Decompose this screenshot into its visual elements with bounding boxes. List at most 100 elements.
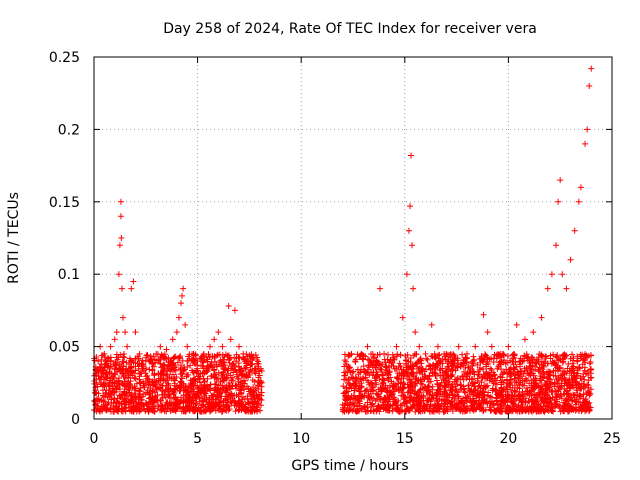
band-point [206, 354, 213, 361]
data-point [403, 271, 410, 278]
data-point [393, 343, 400, 350]
data-point [521, 336, 528, 343]
band-point [91, 357, 98, 364]
band-point [133, 380, 140, 387]
data-point [575, 198, 582, 205]
band-point [258, 402, 265, 409]
band-point [186, 407, 193, 414]
data-point [115, 271, 122, 278]
band-point [104, 355, 111, 362]
data-point [563, 285, 570, 292]
data-point [175, 314, 182, 321]
band-point [135, 366, 142, 373]
band-point [190, 356, 197, 363]
band-point [171, 375, 178, 382]
band-point [379, 372, 386, 379]
band-point [146, 379, 153, 386]
band-point [470, 353, 477, 360]
data-point [236, 343, 243, 350]
band-point [172, 401, 179, 408]
data-point [376, 285, 383, 292]
band-point [157, 398, 164, 405]
band-point [238, 368, 245, 375]
data-point [184, 343, 191, 350]
band-point [248, 367, 255, 374]
data-point [455, 343, 462, 350]
band-point [170, 388, 177, 395]
band-point [188, 381, 195, 388]
data-point [381, 350, 388, 357]
data-point [513, 321, 520, 328]
band-point [144, 352, 151, 359]
data-point [341, 372, 348, 379]
band-point [228, 399, 235, 406]
x-axis-label: GPS time / hours [291, 458, 408, 474]
band-point [245, 374, 252, 381]
band-point [91, 389, 98, 396]
band-point [92, 384, 99, 391]
y-tick-label: 0.05 [49, 340, 80, 356]
data-point [130, 278, 137, 285]
band-point [190, 377, 197, 384]
band-point [233, 351, 240, 358]
data-point [111, 336, 118, 343]
data-point [416, 343, 423, 350]
data-point [577, 184, 584, 191]
data-point [107, 343, 114, 350]
band-point [185, 372, 192, 379]
band-point [569, 351, 576, 358]
data-point [559, 271, 566, 278]
band-point [122, 408, 129, 415]
data-point [422, 350, 429, 357]
data-point [406, 203, 413, 210]
data-point [428, 321, 435, 328]
band-point [471, 357, 478, 364]
band-point [488, 355, 495, 362]
x-tick-label: 0 [90, 431, 99, 447]
band-point [113, 351, 120, 358]
data-point [571, 227, 578, 234]
data-point [179, 292, 186, 299]
data-point [484, 329, 491, 336]
band-point [230, 361, 237, 368]
band-point [254, 360, 261, 367]
band-point [200, 352, 207, 359]
band-point [258, 367, 265, 374]
data-point [132, 329, 139, 336]
data-point [116, 242, 123, 249]
band-point [220, 371, 227, 378]
band-point [226, 379, 233, 386]
band-point [139, 357, 146, 364]
band-point [198, 362, 205, 369]
band-point [427, 362, 434, 369]
band-point [213, 381, 220, 388]
data-point [584, 126, 591, 133]
band-point [409, 370, 416, 377]
data-point [128, 285, 135, 292]
band-point [108, 396, 115, 403]
band-point [128, 357, 135, 364]
band-point [111, 389, 118, 396]
band-point [100, 392, 107, 399]
data-point [544, 285, 551, 292]
data-point [118, 285, 125, 292]
data-point [548, 271, 555, 278]
band-point [187, 362, 194, 369]
data-point [480, 311, 487, 318]
band-point [201, 393, 208, 400]
data-point [472, 343, 479, 350]
data-point [405, 227, 412, 234]
data-point [124, 343, 131, 350]
band-point [469, 362, 476, 369]
dense-data-band [91, 350, 595, 415]
y-tick-label: 0.25 [49, 50, 80, 66]
band-point [255, 395, 262, 402]
band-point [128, 391, 135, 398]
band-point [119, 380, 126, 387]
band-point [194, 362, 201, 369]
x-tick-label: 20 [499, 431, 517, 447]
data-point [180, 285, 187, 292]
band-point [204, 382, 211, 389]
data-point [434, 343, 441, 350]
